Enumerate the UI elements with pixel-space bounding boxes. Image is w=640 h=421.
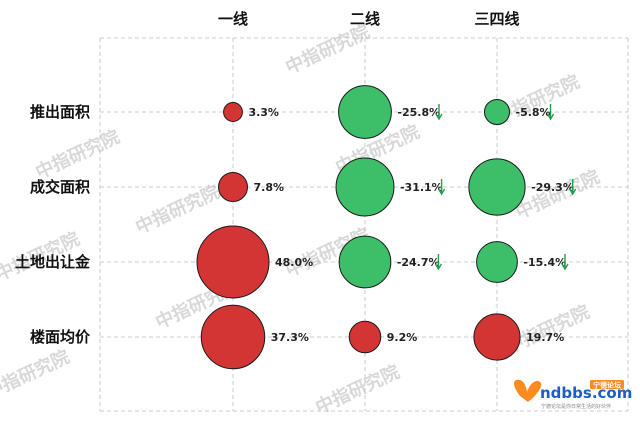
down-arrow-icon: [434, 254, 443, 271]
data-bubble: [468, 158, 526, 216]
row-header: 推出面积: [30, 103, 90, 121]
data-bubble: [348, 320, 382, 354]
data-label: 7.8%: [254, 181, 285, 194]
watermark: 中指研究院: [0, 346, 73, 404]
row-header: 土地出让金: [15, 253, 91, 271]
data-label: 37.3%: [271, 331, 309, 344]
data-bubble: [476, 241, 518, 283]
watermark: 中指研究院: [282, 21, 373, 79]
down-arrow-icon: [561, 254, 569, 271]
logo-tagline: 宁德论坛是你日常生活的好伙伴: [541, 403, 611, 410]
down-arrow-icon: [569, 179, 577, 196]
data-bubble: [338, 235, 392, 289]
watermark: 中指研究院: [132, 181, 223, 239]
data-bubble: [473, 313, 521, 361]
data-bubble: [196, 225, 270, 299]
down-arrow-icon: [437, 179, 446, 196]
data-bubble: [223, 102, 243, 122]
down-arrow-icon: [546, 104, 555, 121]
column-header: 三四线: [474, 10, 519, 28]
data-label: 19.7%: [526, 331, 564, 344]
data-bubble: [483, 98, 511, 126]
down-arrow-icon: [435, 104, 443, 121]
column-header: 一线: [218, 10, 248, 28]
data-label: -5.8%: [516, 106, 551, 119]
column-header: 二线: [350, 10, 380, 28]
data-label: 9.2%: [387, 331, 418, 344]
logo-badge: [590, 380, 624, 389]
row-header: 成交面积: [30, 178, 90, 196]
data-label: -24.7%: [397, 256, 440, 269]
watermark: 中指研究院: [312, 361, 403, 419]
data-bubble: [217, 171, 249, 203]
logo-badge-text: 宁德论坛: [593, 381, 621, 390]
data-label: -15.4%: [523, 256, 566, 269]
watermark: 中指研究院: [32, 126, 123, 184]
data-bubble: [338, 85, 392, 139]
heart-logo-icon: [514, 379, 542, 402]
watermark: 中指研究院: [512, 166, 603, 224]
data-label: -31.1%: [400, 181, 443, 194]
data-label: 48.0%: [275, 256, 313, 269]
data-bubble: [335, 157, 395, 217]
row-header: 楼面均价: [30, 328, 91, 346]
data-label: -25.8%: [397, 106, 440, 119]
data-bubble: [200, 304, 266, 370]
data-label: 3.3%: [248, 106, 279, 119]
data-label: -29.3%: [531, 181, 574, 194]
